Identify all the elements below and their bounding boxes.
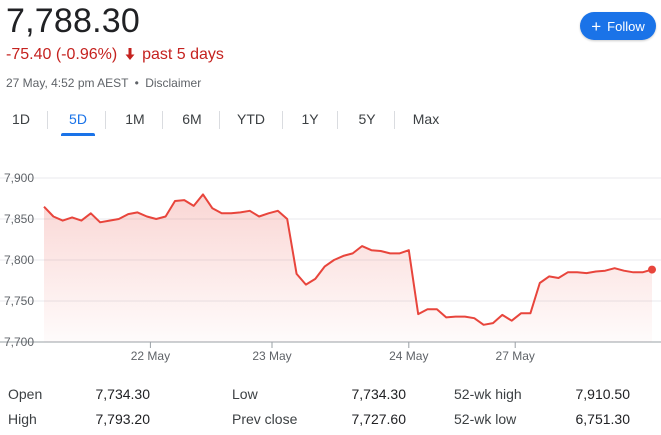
separator: • <box>134 76 139 90</box>
stat-label-prev-close: Prev close <box>232 411 298 427</box>
current-price: 7,788.30 <box>6 2 140 40</box>
stat-value-52wk-low: 6,751.30 <box>575 411 631 427</box>
stat-value-prev-close: 7,727.60 <box>351 411 407 427</box>
arrow-down-icon <box>125 46 139 63</box>
stat-value-52wk-high: 7,910.50 <box>575 386 631 402</box>
x-tick-label: 22 May <box>131 349 170 363</box>
stat-label-open: Open <box>8 386 43 402</box>
tab-label: Max <box>412 111 440 127</box>
last-price-dot <box>648 265 656 274</box>
y-tick-label: 7,800 <box>4 253 34 267</box>
tab-label: 1Y <box>301 111 319 127</box>
tab-divider <box>105 111 106 129</box>
tab-label: 6M <box>182 111 202 127</box>
tab-label: 5D <box>69 111 87 127</box>
price-line <box>43 193 653 326</box>
tab-6m[interactable]: 6M <box>175 102 209 136</box>
tab-divider <box>219 111 220 129</box>
tab-5d[interactable]: 5D <box>61 102 95 136</box>
stat-value-low: 7,734.30 <box>351 386 407 402</box>
x-tick-label: 27 May <box>496 349 535 363</box>
tab-label: 1M <box>125 111 145 127</box>
price-change: -75.40 (-0.96%) past 5 days <box>6 46 224 64</box>
chart-line <box>43 193 656 326</box>
timestamp: 27 May, 4:52 pm AEST <box>6 76 129 90</box>
follow-label: Follow <box>607 18 645 34</box>
tab-divider <box>394 111 395 129</box>
price-area-fill <box>44 194 652 342</box>
change-period: past 5 days <box>142 46 224 63</box>
stat-label-high: High <box>8 411 37 427</box>
tab-label: YTD <box>237 111 265 127</box>
y-tick-label: 7,850 <box>4 212 34 226</box>
stat-label-52wk-high: 52-wk high <box>454 386 522 402</box>
tab-ytd[interactable]: YTD <box>229 102 273 136</box>
tab-1m[interactable]: 1M <box>118 102 152 136</box>
stat-value-open: 7,734.30 <box>95 386 151 402</box>
y-tick-label: 7,900 <box>4 171 34 185</box>
price-chart[interactable]: 7,900 7,850 7,800 7,750 7,700 22 May 23 May 24 … <box>0 160 661 370</box>
follow-button[interactable]: + Follow <box>580 12 656 40</box>
tab-divider <box>282 111 283 129</box>
chart-labels: 7,900 7,850 7,800 7,750 7,700 22 May 23 May 24 … <box>4 171 535 363</box>
tab-label: 5Y <box>358 111 376 127</box>
tab-divider <box>337 111 338 129</box>
tab-max[interactable]: Max <box>404 102 448 136</box>
stats-table: Open 7,734.30 High 7,793.20 Low 7,734.30… <box>0 382 661 432</box>
chart-area <box>44 194 652 342</box>
stat-label-52wk-low: 52-wk low <box>454 411 517 427</box>
tab-1y[interactable]: 1Y <box>293 102 327 136</box>
disclaimer-link[interactable]: Disclaimer <box>145 76 202 90</box>
plus-icon: + <box>591 16 602 36</box>
x-tick-label: 23 May <box>252 349 291 363</box>
tab-label: 1D <box>12 111 30 127</box>
tab-divider <box>162 111 163 129</box>
timestamp-line: 27 May, 4:52 pm AEST • Disclaimer <box>6 76 201 90</box>
y-tick-label: 7,750 <box>4 294 34 308</box>
tab-5y[interactable]: 5Y <box>350 102 384 136</box>
tab-1d[interactable]: 1D <box>4 102 38 136</box>
change-value: -75.40 (-0.96%) <box>6 46 118 63</box>
stat-value-high: 7,793.20 <box>95 411 151 427</box>
x-tick-label: 24 May <box>389 349 428 363</box>
y-tick-label: 7,700 <box>4 335 34 349</box>
tab-divider <box>47 111 48 129</box>
time-range-tabs: 1D 5D 1M 6M YTD 1Y 5Y Max <box>0 102 661 138</box>
stat-label-low: Low <box>232 386 258 402</box>
